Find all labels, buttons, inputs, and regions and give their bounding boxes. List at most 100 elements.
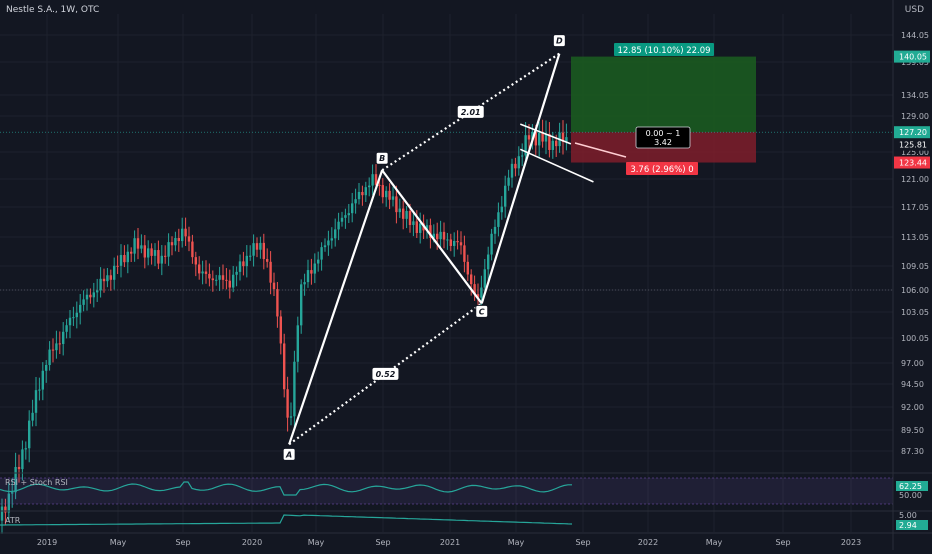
candle-body (76, 313, 78, 317)
candle-body (263, 243, 265, 259)
candle-body (35, 390, 37, 413)
candle-body (28, 421, 30, 449)
candle-body (229, 281, 231, 288)
candle-body (174, 238, 176, 245)
candle-body (178, 238, 180, 241)
candle-body (93, 292, 95, 297)
candle-body (320, 247, 322, 259)
candle-body (21, 449, 23, 469)
candle-body (412, 221, 414, 225)
price-tick-label: 144.05 (901, 31, 929, 40)
candle-body (280, 316, 282, 343)
candle-body (395, 196, 397, 212)
target-zone (571, 57, 756, 133)
candle-body (239, 261, 241, 271)
ratio-badge-2.01: 2.01 (461, 108, 481, 117)
candle-body (484, 269, 486, 287)
candle-body (89, 295, 91, 298)
candle-body (327, 241, 329, 246)
price-tick-label: 100.05 (901, 334, 929, 343)
candle-body (497, 212, 499, 227)
price-marker-label: 123.44 (899, 159, 927, 168)
candle-body (110, 275, 112, 280)
candle-body (334, 229, 336, 238)
candle-body (348, 213, 350, 215)
candle-body (385, 191, 387, 197)
point-label-C: C (479, 307, 485, 316)
time-tick-label: 2023 (841, 538, 861, 547)
candle-body (184, 229, 186, 237)
candle-body (354, 199, 356, 203)
candle-body (480, 288, 482, 298)
candle-body (4, 507, 6, 513)
candle-body (528, 135, 530, 139)
time-tick-label: May (706, 538, 723, 547)
candle-body (167, 242, 169, 257)
time-tick-label: Sep (575, 538, 590, 547)
atr-value-1: 5.00 (899, 511, 917, 520)
candle-body (314, 264, 316, 274)
candle-body (555, 141, 557, 146)
candle-body (86, 295, 88, 300)
candle-body (212, 278, 214, 280)
candle-body (246, 256, 248, 266)
candle-body (361, 192, 363, 195)
candle-body (140, 245, 142, 248)
candle-body (106, 275, 108, 281)
candle-body (368, 186, 370, 188)
rsi-value-2: 50.00 (899, 491, 922, 500)
candle-body (1, 507, 3, 521)
candle-body (307, 270, 309, 282)
target-label: 12.85 (10.10%) 22.09 (617, 46, 710, 56)
time-tick-label: May (508, 538, 525, 547)
candle-body (460, 242, 462, 245)
candle-body (150, 248, 152, 256)
price-tick-label: 94.50 (901, 380, 924, 389)
candle-body (113, 266, 115, 280)
candle-body (371, 174, 373, 185)
candle-body (514, 164, 516, 168)
candle-body (365, 187, 367, 195)
time-tick-label: 2021 (440, 538, 460, 547)
ratio-label-2: 3.42 (654, 138, 672, 147)
candle-body (225, 280, 227, 281)
price-tick-label: 92.00 (901, 403, 924, 412)
candle-body (283, 343, 285, 389)
price-marker-label: 127.20 (899, 128, 927, 137)
candle-body (409, 211, 411, 225)
time-tick-label: 2022 (638, 538, 658, 547)
candle-body (103, 279, 105, 281)
candle-body (161, 256, 163, 264)
candle-body (266, 259, 268, 262)
time-tick-label: May (308, 538, 325, 547)
candle-body (273, 283, 275, 289)
candle-body (504, 186, 506, 207)
candle-body (402, 209, 404, 219)
price-tick-label: 121.00 (901, 175, 929, 184)
point-label-D: D (556, 37, 563, 46)
candle-body (52, 350, 54, 351)
time-tick-label: May (110, 538, 127, 547)
candle-body (392, 196, 394, 199)
candle-body (48, 350, 50, 365)
price-tick-label: 109.05 (901, 262, 929, 271)
candle-body (120, 255, 122, 266)
time-tick-label: Sep (775, 538, 790, 547)
candle-body (487, 255, 489, 270)
candle-body (293, 362, 295, 417)
candle-body (96, 290, 98, 292)
candle-body (31, 413, 33, 421)
stop-label: 3.76 (2.96%) 0 (630, 165, 693, 175)
rsi-band (0, 478, 893, 504)
price-tick-label: 106.00 (901, 286, 929, 295)
currency-label: USD (905, 5, 924, 15)
candle-body (378, 185, 380, 186)
candle-body (439, 232, 441, 239)
point-label-B: B (379, 154, 385, 163)
candle-body (25, 448, 27, 449)
candle-body (300, 284, 302, 325)
candle-body (232, 275, 234, 288)
atr-value-2: 2.94 (899, 521, 917, 530)
